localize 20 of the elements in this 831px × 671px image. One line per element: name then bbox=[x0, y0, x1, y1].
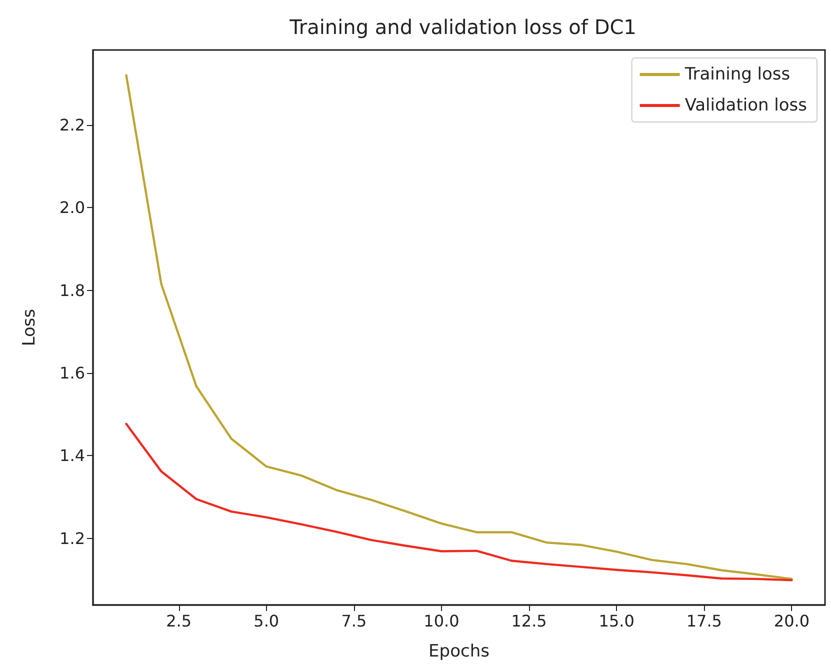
y-tick-label: 1.4 bbox=[60, 446, 85, 466]
x-tick-label: 10.0 bbox=[424, 612, 460, 630]
x-axis-title: Epochs bbox=[428, 642, 490, 662]
x-tick-label: 17.5 bbox=[686, 612, 722, 630]
chart-title: Training and validation loss of DC1 bbox=[288, 15, 636, 39]
line-series bbox=[125, 422, 793, 582]
x-tick-label: 12.5 bbox=[511, 612, 547, 630]
y-tick-label: 1.2 bbox=[60, 528, 85, 548]
x-tick-label: 2.5 bbox=[166, 612, 192, 630]
x-tick-label: 15.0 bbox=[598, 612, 634, 630]
legend-label: Training loss bbox=[684, 64, 790, 84]
x-tick-label: 7.5 bbox=[341, 612, 367, 630]
y-tick-label: 1.8 bbox=[60, 280, 85, 300]
legend-label: Validation loss bbox=[684, 96, 808, 116]
y-tick-label: 1.6 bbox=[60, 363, 85, 382]
y-tick-label: 2.0 bbox=[60, 198, 85, 218]
x-tick-label: 20.0 bbox=[774, 612, 810, 630]
y-tick-label: 2.2 bbox=[60, 115, 85, 134]
x-tick-label: 5.0 bbox=[254, 612, 280, 630]
y-axis-title: Loss bbox=[20, 308, 40, 346]
